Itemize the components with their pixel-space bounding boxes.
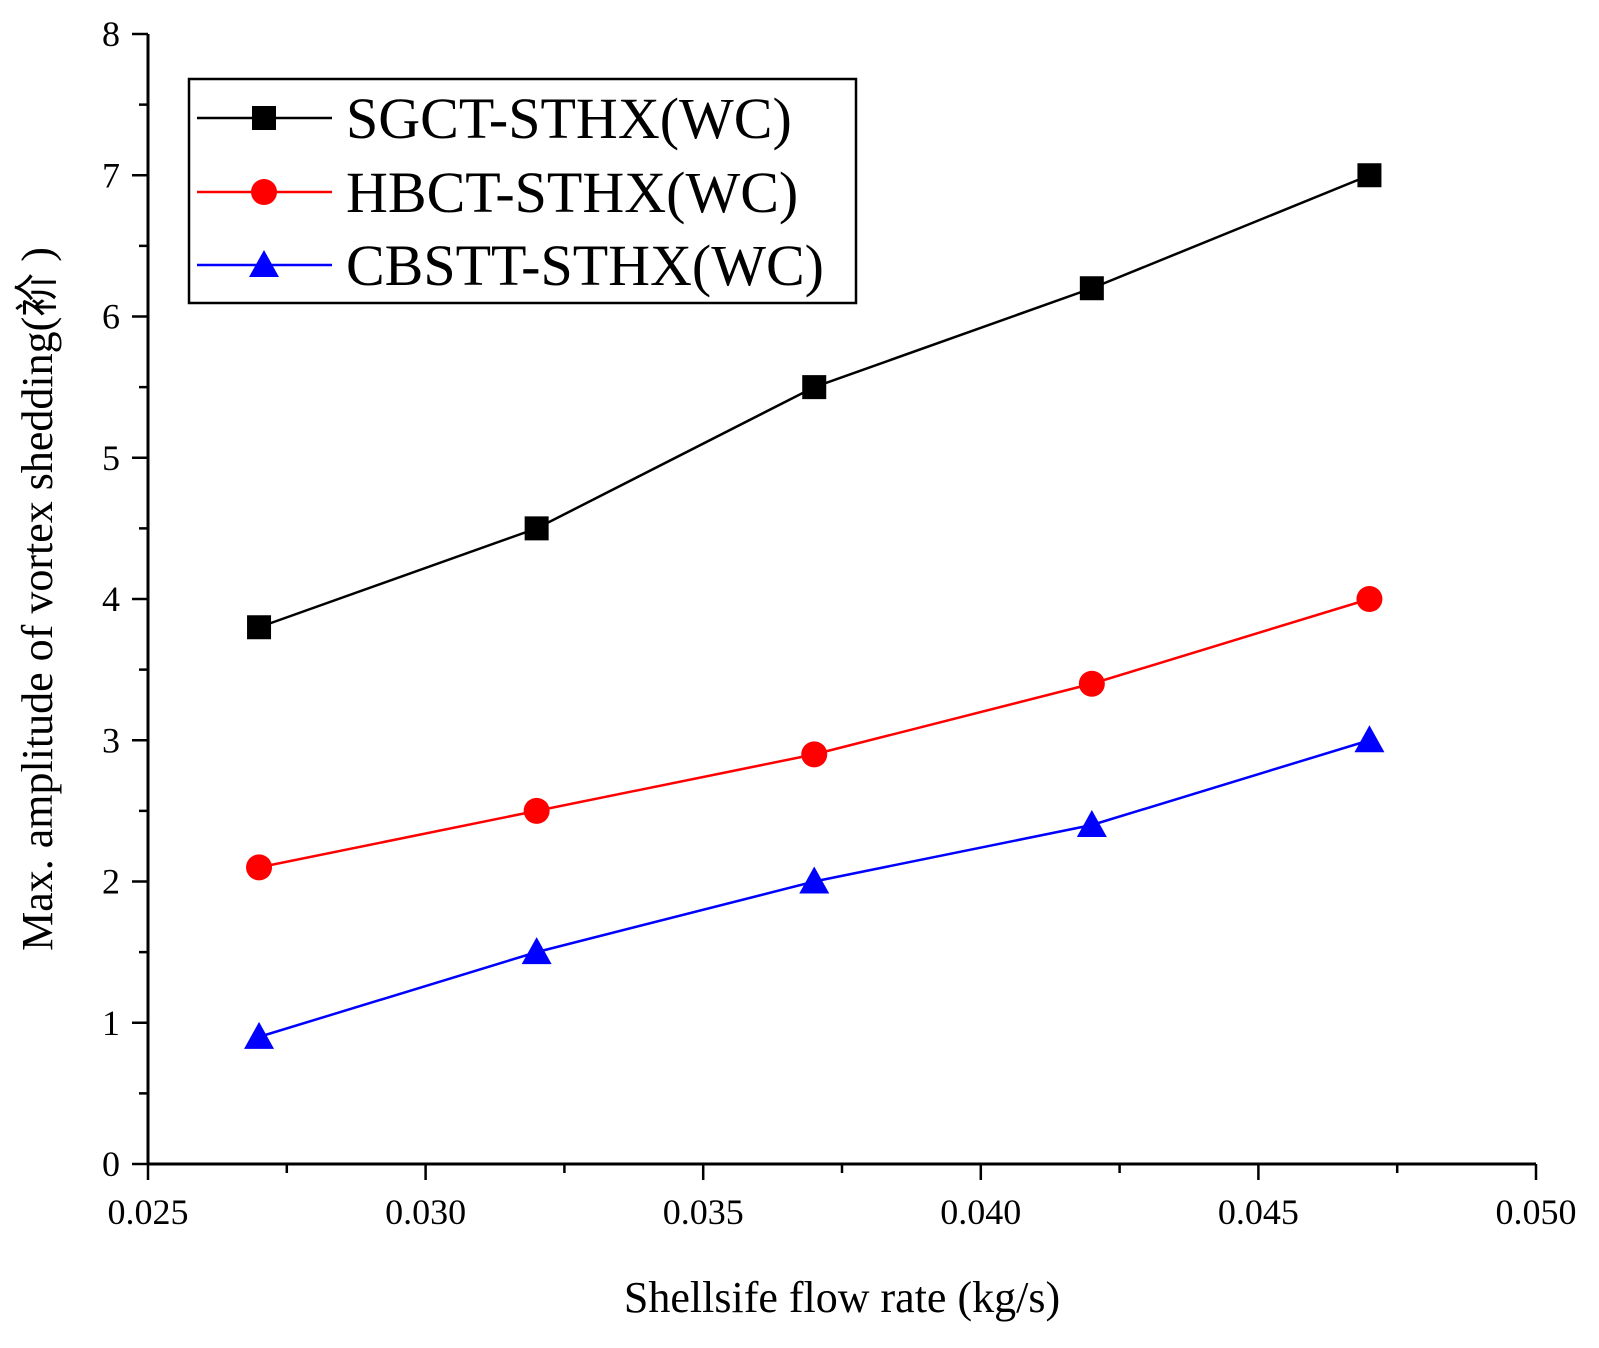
data-point [521, 937, 552, 965]
y-tick-label: 4 [102, 579, 120, 619]
x-tick-label: 0.035 [663, 1192, 744, 1232]
data-point [244, 1021, 275, 1049]
data-point [802, 375, 827, 400]
data-point [1357, 163, 1382, 188]
y-tick-label: 5 [102, 438, 120, 478]
data-point [1354, 725, 1385, 753]
x-tick-label: 0.025 [108, 1192, 189, 1232]
y-tick-label: 6 [102, 297, 120, 337]
y-tick-label: 7 [102, 155, 120, 195]
data-point [247, 615, 272, 640]
data-point [524, 516, 549, 541]
data-point [1356, 586, 1383, 612]
y-tick-label: 2 [102, 862, 120, 902]
x-axis-title: Shellsife flow rate (kg/s) [624, 1273, 1060, 1322]
x-tick-label: 0.045 [1218, 1192, 1299, 1232]
series-3 [244, 725, 1385, 1049]
legend-marker [249, 250, 279, 277]
data-point [799, 866, 830, 894]
series-1 [247, 163, 1382, 640]
y-tick-label: 3 [102, 720, 120, 760]
legend-label: CBSTT-STHX(WC) [346, 233, 824, 298]
y-tick-label: 1 [102, 1003, 120, 1043]
axes: 0.025 0.030 0.035 0.040 0.045 0.050 0 1 2 3 4 5 6 7 8 [102, 14, 1577, 1232]
series-layer [244, 163, 1385, 1049]
data-point [1078, 670, 1105, 697]
y-tick-label: 0 [102, 1144, 120, 1184]
y-tick-label: 8 [102, 14, 120, 54]
data-point [1076, 810, 1107, 837]
data-point [246, 854, 273, 881]
data-point [1079, 276, 1104, 301]
legend-marker [252, 106, 276, 130]
legend-label: HBCT-STHX(WC) [346, 160, 798, 225]
data-point [523, 797, 550, 824]
legend-entry: SGCT-STHX(WC) [197, 86, 792, 151]
legend-entry: CBSTT-STHX(WC) [197, 233, 824, 298]
legend-entry: HBCT-STHX(WC) [197, 160, 798, 225]
y-axis-title: Max. amplitude of vortex shedding(衸 ) [13, 247, 62, 951]
x-tick-label: 0.030 [385, 1192, 466, 1232]
x-tick-label: 0.050 [1496, 1192, 1577, 1232]
x-tick-label: 0.040 [940, 1192, 1021, 1232]
legend-label: SGCT-STHX(WC) [346, 86, 792, 151]
series-line [258, 597, 1370, 869]
data-point [801, 741, 828, 768]
series-2 [246, 586, 1383, 881]
legend-marker [251, 179, 277, 205]
legend: SGCT-STHX(WC) HBCT-STHX(WC) CBSTT-STHX(WC) [187, 77, 858, 305]
